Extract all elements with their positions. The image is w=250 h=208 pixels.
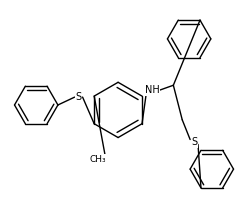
Text: S: S: [190, 137, 196, 147]
Text: CH₃: CH₃: [89, 155, 105, 164]
Text: NH: NH: [145, 85, 159, 95]
Text: S: S: [75, 92, 81, 102]
